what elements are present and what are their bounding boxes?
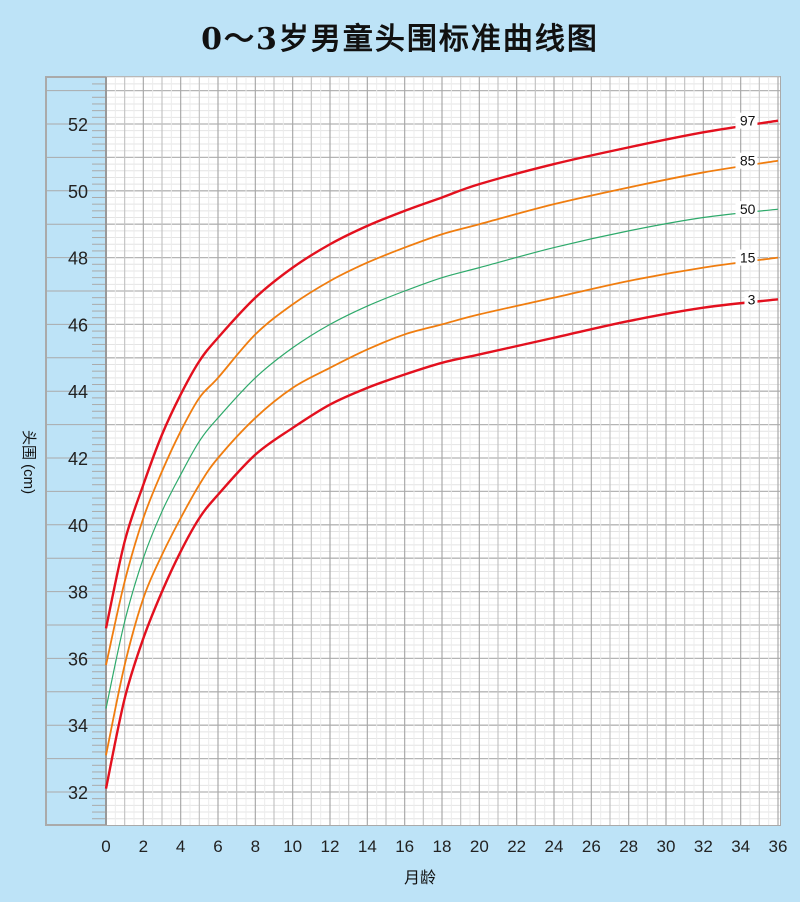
x-tick-label: 24 [545,837,564,856]
x-axis-label: 月龄 [403,870,436,887]
x-tick-label: 16 [395,837,414,856]
curve-label-bg [735,249,758,266]
x-tick-label: 26 [582,837,601,856]
x-tick-label: 12 [321,837,340,856]
y-tick-label: 36 [68,649,88,669]
percentile-curve-97 [104,119,779,629]
x-tick-label: 32 [694,837,713,856]
y-tick-label: 44 [68,382,88,402]
curve-label-bg [735,112,758,129]
y-tick-label: 42 [68,449,88,469]
chart-title: 0～3岁男童头围标准曲线图 [201,22,599,57]
x-tick-label: 8 [251,837,260,856]
x-tick-label: 30 [657,837,676,856]
percentile-curve-15 [105,256,779,756]
curve-label-bg [735,201,758,218]
y-tick-label: 52 [68,115,88,135]
percentile-curve-3 [104,298,779,789]
y-tick-label: 46 [68,315,88,335]
x-tick-label: 6 [213,837,222,856]
curve-label-3: 3 [748,291,756,307]
x-tick-label: 20 [470,837,489,856]
curve-label-bg [744,291,758,308]
curve-label-bg [735,152,758,169]
curve-label-50: 50 [740,201,756,217]
y-tick-label: 50 [68,182,88,202]
x-tick-label: 14 [358,837,377,856]
y-tick-label: 38 [68,583,88,603]
x-tick-label: 4 [176,837,185,856]
y-tick-label: 34 [68,716,88,736]
curve-label-85: 85 [740,153,756,169]
x-tick-label: 10 [283,837,302,856]
x-tick-label: 34 [731,837,750,856]
x-tick-label: 0 [101,837,110,856]
percentile-curve-85 [105,159,779,666]
x-tick-label: 22 [507,837,526,856]
y-tick-label: 40 [68,516,88,536]
x-tick-label: 18 [433,837,452,856]
y-tick-label: 48 [68,249,88,269]
y-tick-label: 32 [68,783,88,803]
x-tick-label: 28 [619,837,638,856]
curve-label-15: 15 [740,250,756,266]
curve-label-97: 97 [740,113,756,129]
x-tick-label: 2 [139,837,148,856]
percentile-curve-50 [105,208,779,709]
x-tick-label: 36 [769,837,788,856]
